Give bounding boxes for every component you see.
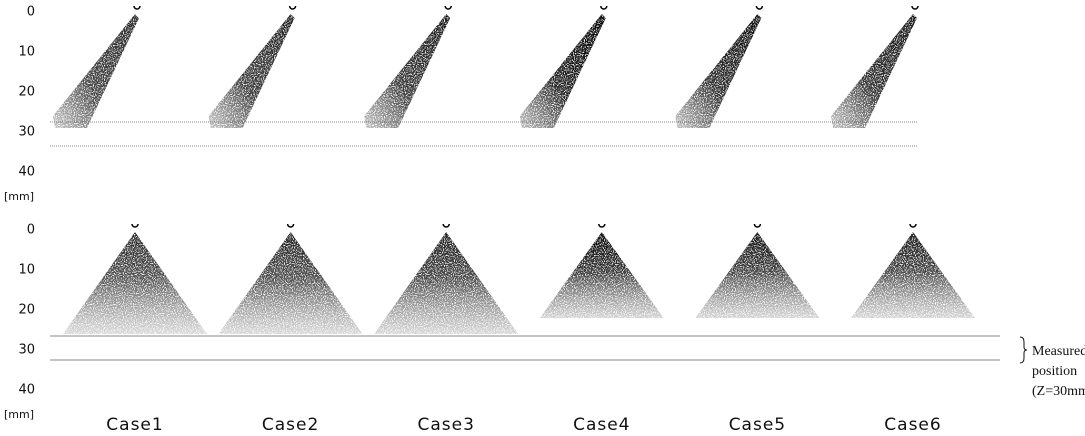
unit-label: [mm]	[4, 408, 34, 421]
case-label: Case5	[729, 415, 786, 435]
spray-side	[831, 14, 917, 128]
spray-front	[63, 232, 207, 334]
nozzle	[601, 6, 607, 9]
nozzle	[134, 6, 140, 9]
nozzle	[910, 224, 916, 227]
y-tick-label: 10	[18, 45, 35, 60]
nozzle	[132, 224, 138, 227]
spray-front	[219, 232, 363, 334]
y-tick-label: 20	[18, 85, 35, 100]
case-label: Case2	[262, 415, 319, 435]
y-tick-label: 0	[27, 223, 35, 238]
spray-side	[364, 14, 450, 128]
nozzle	[912, 6, 918, 9]
spray-front	[374, 232, 518, 334]
y-tick-label: 0	[27, 5, 35, 20]
y-tick-label: 40	[18, 165, 35, 180]
brace	[1020, 337, 1027, 363]
nozzle	[288, 224, 294, 227]
y-tick-label: 10	[18, 263, 35, 278]
case-label: Case3	[417, 415, 474, 435]
spray-side	[209, 14, 295, 128]
spray-front	[851, 232, 975, 318]
figure: 0 10 20 30 40 [mm] 0 10 20 30 40 [mm] Case1 Case2 Case…	[0, 0, 1085, 436]
case-label: Case1	[106, 415, 163, 435]
spray-front	[695, 232, 819, 318]
nozzle	[754, 224, 760, 227]
spray-side	[675, 14, 761, 128]
case-label: Case4	[573, 415, 630, 435]
spray-side	[53, 14, 139, 128]
annotation: position	[1032, 364, 1077, 379]
y-tick-label: 20	[18, 303, 35, 318]
nozzle	[443, 224, 449, 227]
spray-front	[540, 232, 664, 318]
unit-label: [mm]	[4, 190, 34, 203]
nozzle	[599, 224, 605, 227]
annotation: Measured	[1032, 344, 1085, 359]
y-tick-label: 30	[18, 343, 35, 358]
nozzle	[756, 6, 762, 9]
y-tick-label: 40	[18, 383, 35, 398]
annotation: (Z=30mm	[1032, 384, 1085, 399]
nozzle	[290, 6, 296, 9]
spray-side	[520, 14, 606, 128]
y-tick-label: 30	[18, 125, 35, 140]
case-label: Case6	[884, 415, 941, 435]
nozzle	[445, 6, 451, 9]
